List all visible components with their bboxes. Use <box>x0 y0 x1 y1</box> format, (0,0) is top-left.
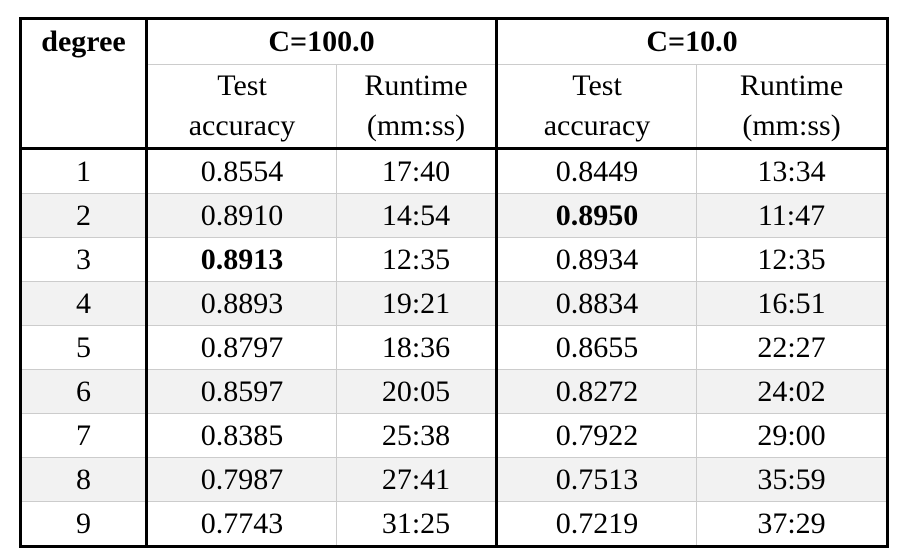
degree-cell: 6 <box>20 369 148 414</box>
table-row: 9 0.7743 31:25 0.7219 37:29 <box>20 501 889 547</box>
table-row: 6 0.8597 20:05 0.8272 24:02 <box>20 369 889 414</box>
subheader-line: (mm:ss) <box>366 109 466 142</box>
degree-cell: 8 <box>20 457 148 502</box>
accuracy-cell: 0.8449 <box>496 148 698 194</box>
accuracy-cell: 0.8385 <box>146 413 337 458</box>
accuracy-cell: 0.8554 <box>146 148 337 194</box>
runtime-cell: 27:41 <box>335 457 499 502</box>
table-row: 3 0.8913 12:35 0.8934 12:35 <box>20 237 889 282</box>
accuracy-cell: 0.7987 <box>146 457 337 502</box>
header-degree: degree <box>20 18 148 150</box>
runtime-cell: 20:05 <box>335 369 499 414</box>
runtime-cell: 16:51 <box>696 281 889 326</box>
accuracy-cell: 0.7219 <box>496 501 698 547</box>
subheader-runtime-c100: Runtime (mm:ss) <box>335 64 499 150</box>
degree-cell: 4 <box>20 281 148 326</box>
runtime-cell: 11:47 <box>696 193 889 238</box>
accuracy-cell: 0.8797 <box>146 325 337 370</box>
table-row: 4 0.8893 19:21 0.8834 16:51 <box>20 281 889 326</box>
subheader-line: (mm:ss) <box>742 109 841 142</box>
accuracy-cell: 0.8655 <box>496 325 698 370</box>
accuracy-cell: 0.7513 <box>496 457 698 502</box>
accuracy-cell: 0.8834 <box>496 281 698 326</box>
subheader-line: Test <box>572 69 622 102</box>
accuracy-cell-best: 0.8913 <box>146 237 337 282</box>
runtime-cell: 12:35 <box>335 237 499 282</box>
accuracy-cell: 0.8597 <box>146 369 337 414</box>
subheader-test-accuracy-c10: Test accuracy <box>496 64 698 150</box>
table-row: 5 0.8797 18:36 0.8655 22:27 <box>20 325 889 370</box>
runtime-cell: 31:25 <box>335 501 499 547</box>
accuracy-cell: 0.8910 <box>146 193 337 238</box>
runtime-cell: 12:35 <box>696 237 889 282</box>
accuracy-cell: 0.7922 <box>496 413 698 458</box>
results-table: degree C=100.0 C=10.0 Test accuracy Runt… <box>19 17 890 548</box>
subheader-line: Runtime <box>739 69 844 102</box>
accuracy-cell: 0.7743 <box>146 501 337 547</box>
runtime-cell: 37:29 <box>696 501 889 547</box>
runtime-cell: 35:59 <box>696 457 889 502</box>
runtime-cell: 29:00 <box>696 413 889 458</box>
runtime-cell: 24:02 <box>696 369 889 414</box>
table-row: 2 0.8910 14:54 0.8950 11:47 <box>20 193 889 238</box>
degree-cell: 1 <box>20 148 148 194</box>
subheader-line: Test <box>217 69 267 102</box>
degree-cell: 2 <box>20 193 148 238</box>
subheader-runtime-c10: Runtime (mm:ss) <box>696 64 889 150</box>
header-group-c100: C=100.0 <box>145 18 499 65</box>
degree-cell: 7 <box>20 413 148 458</box>
accuracy-cell-best: 0.8950 <box>496 193 698 238</box>
runtime-cell: 13:34 <box>696 148 889 194</box>
degree-cell: 9 <box>20 501 148 547</box>
subheader-line: Runtime <box>364 69 468 102</box>
accuracy-cell: 0.8272 <box>496 369 698 414</box>
subheader-test-accuracy-c100: Test accuracy <box>146 64 337 150</box>
accuracy-cell: 0.8893 <box>146 281 337 326</box>
accuracy-cell: 0.8934 <box>496 237 698 282</box>
table-row: 8 0.7987 27:41 0.7513 35:59 <box>20 457 889 502</box>
table-row: 1 0.8554 17:40 0.8449 13:34 <box>20 148 889 194</box>
runtime-cell: 25:38 <box>335 413 499 458</box>
degree-cell: 3 <box>20 237 148 282</box>
runtime-cell: 19:21 <box>335 281 499 326</box>
table-row: 7 0.8385 25:38 0.7922 29:00 <box>20 413 889 458</box>
runtime-cell: 17:40 <box>335 148 499 194</box>
header-group-c10: C=10.0 <box>496 18 889 65</box>
subheader-line: accuracy <box>188 109 296 142</box>
subheader-line: accuracy <box>543 109 651 142</box>
runtime-cell: 14:54 <box>335 193 499 238</box>
runtime-cell: 22:27 <box>696 325 889 370</box>
runtime-cell: 18:36 <box>335 325 499 370</box>
degree-cell: 5 <box>20 325 148 370</box>
